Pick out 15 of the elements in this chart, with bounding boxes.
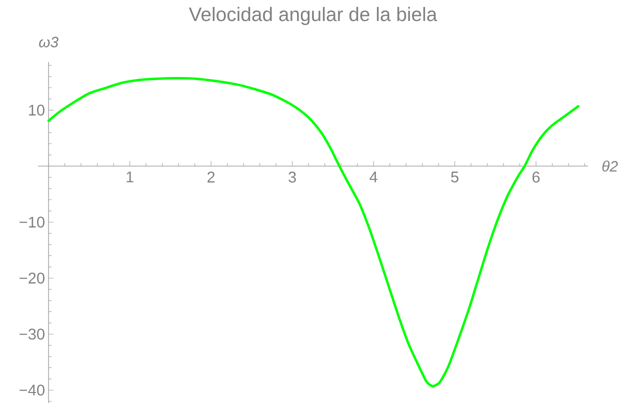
x-tick-label: 6 — [532, 172, 540, 183]
y-axis-title: ω3 — [39, 36, 58, 48]
x-tick-label: 2 — [208, 172, 215, 182]
y-tick-label: −10 — [20, 216, 44, 228]
x-tick-label: 3 — [288, 172, 296, 183]
y-tick-label: −40 — [20, 384, 44, 396]
y-tick-label: −30 — [20, 328, 44, 340]
x-tick-label: 4 — [370, 172, 378, 182]
x-tick-label: 5 — [451, 172, 458, 182]
line-series — [47, 77, 580, 388]
y-tick-label: 10 — [29, 104, 44, 116]
y-tick-label: −20 — [20, 272, 44, 284]
x-tick-label: 1 — [126, 172, 134, 182]
chart-title: Velocidad angular de la biela — [188, 6, 438, 26]
x-axis-title: θ2 — [602, 160, 618, 172]
